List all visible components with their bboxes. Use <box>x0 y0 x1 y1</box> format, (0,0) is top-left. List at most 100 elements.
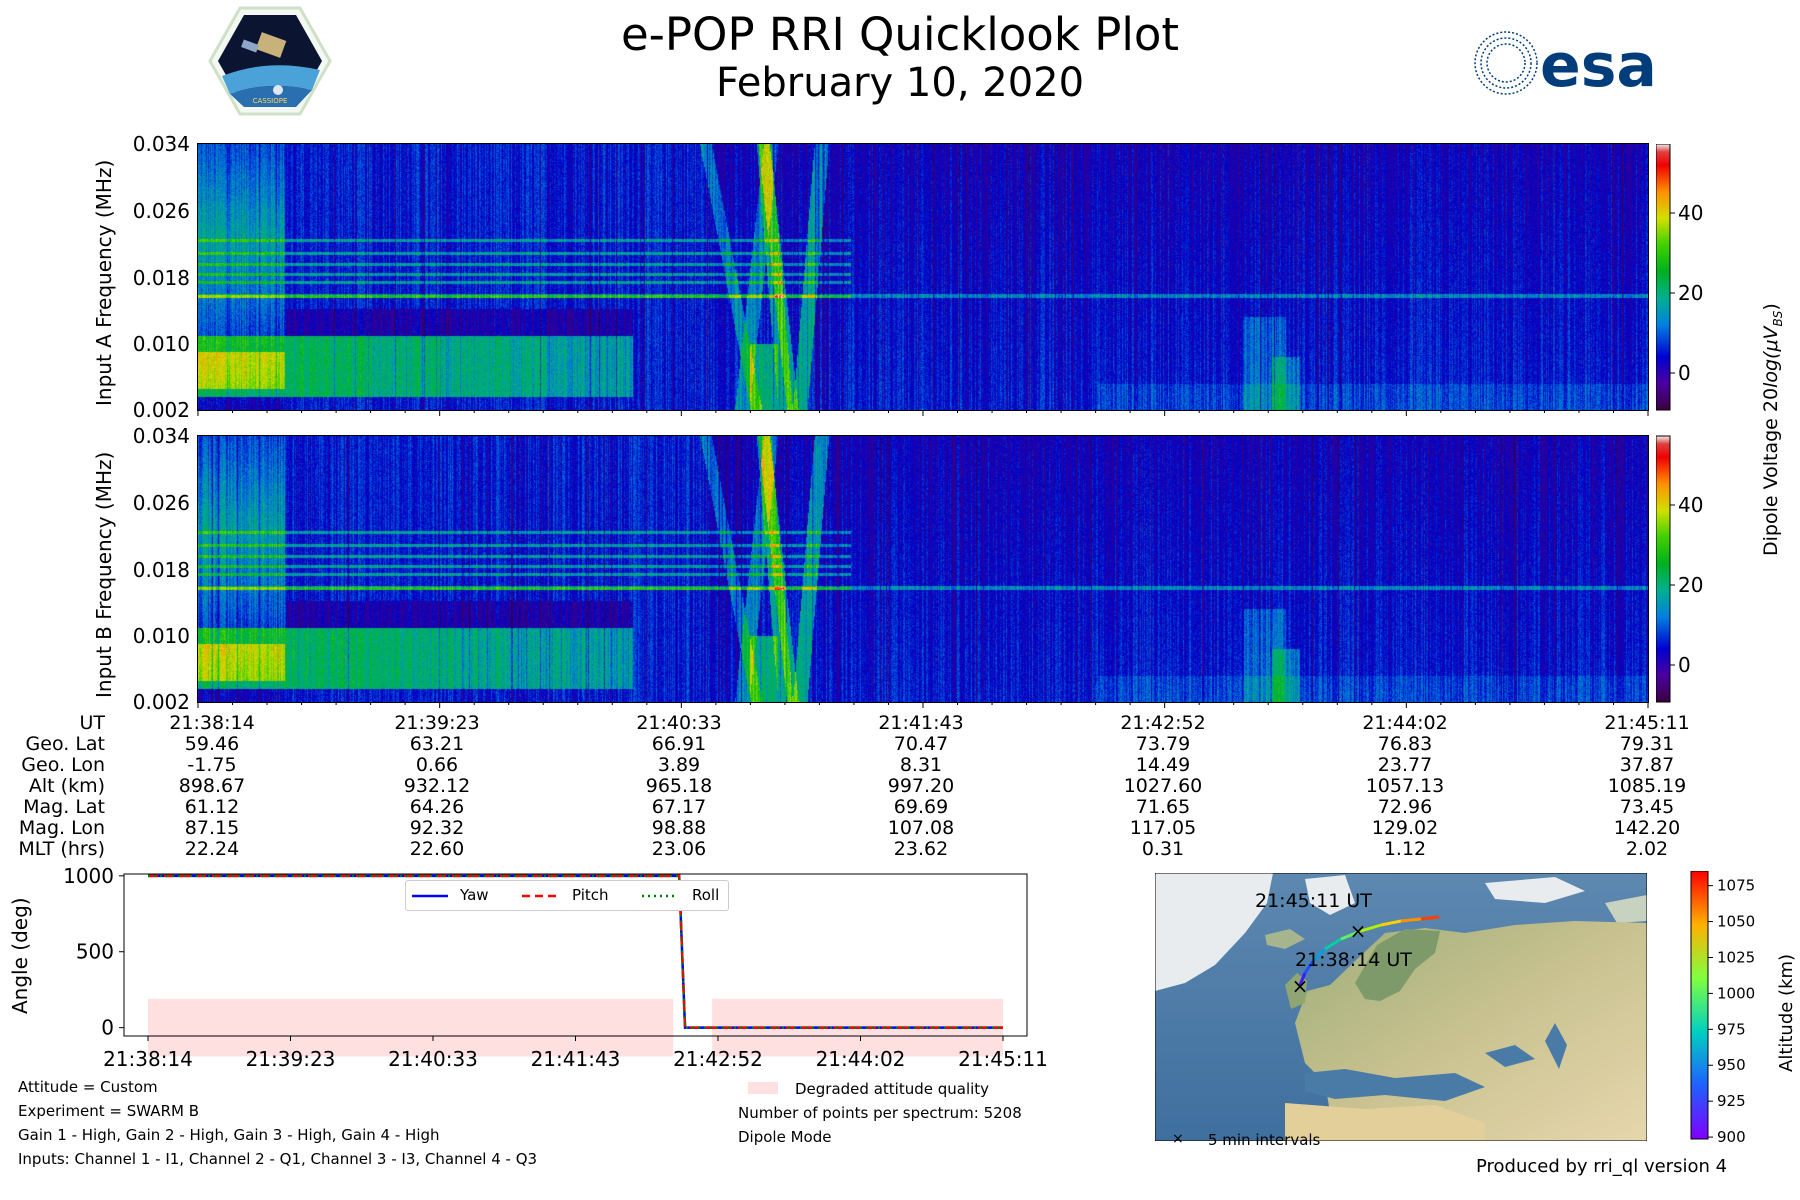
degraded-legend-label: Degraded attitude quality <box>795 1080 990 1098</box>
spec-b-ytick: 0.026 <box>132 491 190 515</box>
ephemeris-cell: 71.65 <box>1135 796 1191 818</box>
ephemeris-cell: 898.67 <box>178 775 246 797</box>
ephemeris-cell: 142.20 <box>1613 817 1681 839</box>
attitude-xtick: 21:39:23 <box>246 1047 336 1071</box>
ephemeris-cell: 21:41:43 <box>878 712 964 734</box>
ephemeris-row-name: Geo. Lon <box>21 754 105 776</box>
degraded-span <box>148 998 674 1057</box>
note-inputs: Inputs: Channel 1 - I1, Channel 2 - Q1, … <box>18 1150 538 1168</box>
plot-title: e-POP RRI Quicklook Plot <box>620 8 1180 61</box>
ephemeris-cell: 1057.13 <box>1365 775 1445 797</box>
spec-a-ytick: 0.010 <box>132 332 190 356</box>
legend-roll: Roll <box>692 886 720 904</box>
altitude-colorbar-tick: 950 <box>1717 1056 1746 1074</box>
attitude-ytick: 500 <box>76 940 114 964</box>
ephemeris-row-name: Geo. Lat <box>25 733 105 755</box>
ephemeris-cell: 63.21 <box>409 733 465 755</box>
track-start-label: 21:38:14 UT <box>1295 949 1412 971</box>
ephemeris-cell: 14.49 <box>1135 754 1191 776</box>
ephemeris-cell: 98.88 <box>651 817 707 839</box>
ephemeris-cell: 0.31 <box>1141 838 1185 860</box>
colorbar-tick: 0 <box>1678 361 1691 385</box>
ephemeris-cell: 965.18 <box>645 775 713 797</box>
altitude-colorbar-tick: 900 <box>1717 1128 1746 1143</box>
altitude-colorbar: 1075 1050 1025 1000 975 950 925 900 <box>1690 871 1755 1143</box>
note-points: Number of points per spectrum: 5208 <box>738 1104 1022 1122</box>
ephemeris-cell: 1027.60 <box>1123 775 1203 797</box>
altitude-colorbar-tick: 1000 <box>1717 984 1755 1002</box>
orbit-track-segment <box>1360 923 1382 933</box>
altitude-colorbar-tick: 975 <box>1717 1020 1746 1038</box>
altitude-colorbar-label: Altitude (km) <box>1776 953 1797 1072</box>
spectrogram-a-ylabel: Input A Frequency (MHz) <box>92 159 116 406</box>
esa-logo: esa <box>1474 31 1657 100</box>
colorbar-tick: 40 <box>1678 201 1703 225</box>
altitude-colorbar-tick: 925 <box>1717 1092 1746 1110</box>
orbit-track-segment <box>1380 919 1402 927</box>
ephemeris-cell: 23.06 <box>651 838 707 860</box>
ephemeris-cell: 37.87 <box>1619 754 1675 776</box>
ephemeris-row: Geo. Lon -1.75 0.66 3.89 8.31 14.49 23.77 37.87 <box>0 754 1800 776</box>
ephemeris-cell: 76.83 <box>1377 733 1433 755</box>
track-end-label: 21:45:11 UT <box>1255 890 1372 912</box>
ephemeris-row-name: Mag. Lat <box>23 796 105 818</box>
ephemeris-cell: 66.91 <box>651 733 707 755</box>
spec-a-ytick: 0.002 <box>132 398 190 422</box>
orbit-track-segment <box>1298 972 1307 986</box>
ephemeris-cell: 64.26 <box>409 796 465 818</box>
spec-b-ytick: 0.018 <box>132 558 190 582</box>
ephemeris-cell: 69.69 <box>893 796 949 818</box>
note-experiment: Experiment = SWARM B <box>18 1102 199 1120</box>
ephemeris-cell: 997.20 <box>887 775 955 797</box>
ephemeris-row: UT 21:38:14 21:39:23 21:40:33 21:41:43 21:42:… <box>0 712 1800 734</box>
ephemeris-cell: 21:39:23 <box>394 712 480 734</box>
colorbar-tick: 0 <box>1678 653 1691 677</box>
x-marker-icon: × <box>1172 1131 1184 1147</box>
orbit-track-segment <box>1420 915 1440 921</box>
note-gains: Gain 1 - High, Gain 2 - High, Gain 3 - H… <box>18 1126 440 1144</box>
ephemeris-row-name: UT <box>79 712 105 734</box>
colorbar-tick: 40 <box>1678 493 1703 517</box>
spectrogram-b-ylabel: Input B Frequency (MHz) <box>92 451 116 698</box>
ephemeris-cell: 21:40:33 <box>636 712 722 734</box>
orbit-track-segment <box>1400 917 1422 923</box>
legend-yaw: Yaw <box>460 886 489 904</box>
attitude-ylabel: Angle (deg) <box>8 897 32 1014</box>
attitude-xtick: 21:41:43 <box>531 1047 621 1071</box>
spectrogram-colorbars: 40 20 0 40 20 0 <box>1656 144 1703 703</box>
spectrogram-a <box>197 143 1649 411</box>
orbit-track-segment <box>1311 947 1327 963</box>
spec-b-ytick: 0.002 <box>132 690 190 714</box>
ephemeris-cell: 117.05 <box>1129 817 1197 839</box>
note-mode: Dipole Mode <box>738 1128 832 1146</box>
ephemeris-cell: 8.31 <box>899 754 943 776</box>
spec-a-ytick: 0.034 <box>132 132 190 156</box>
cassiope-logo: CASSIOPE <box>208 6 332 116</box>
ephemeris-row: Mag. Lon 87.15 92.32 98.88 107.08 117.05 129.0… <box>0 817 1800 839</box>
ephemeris-cell: 3.89 <box>657 754 701 776</box>
ephemeris-cell: 21:42:52 <box>1120 712 1206 734</box>
ephemeris-row-name: Alt (km) <box>28 775 105 797</box>
degraded-legend-swatch <box>748 1082 778 1094</box>
ephemeris-cell: 67.17 <box>651 796 707 818</box>
ephemeris-cell: 87.15 <box>184 817 240 839</box>
attitude-legend: Yaw Pitch Roll <box>405 880 729 911</box>
spectrogram-b <box>197 435 1649 703</box>
ephemeris-cell: 22.24 <box>184 838 240 860</box>
spec-b-ytick: 0.034 <box>132 424 190 448</box>
spec-a-ytick: 0.026 <box>132 199 190 223</box>
attitude-ytick: 1000 <box>63 864 114 888</box>
attitude-series-roll <box>148 874 1003 1029</box>
attitude-ytick: 0 <box>101 1016 114 1040</box>
orbit-track-segment <box>1340 929 1362 941</box>
ephemeris-cell: 73.79 <box>1135 733 1191 755</box>
orbit-track-segment <box>1303 960 1315 974</box>
ephemeris-cell: 932.12 <box>403 775 471 797</box>
attitude-xtick: 21:42:52 <box>673 1047 763 1071</box>
ephemeris-cell: 23.77 <box>1377 754 1433 776</box>
esa-logo-text: esa <box>1540 31 1657 100</box>
ephemeris-cell: 21:45:11 <box>1604 712 1690 734</box>
ephemeris-cell: 73.45 <box>1619 796 1675 818</box>
ephemeris-row: Alt (km) 898.67 932.12 965.18 997.20 1027.60 1… <box>0 775 1800 797</box>
interval-marker: × <box>1292 974 1309 998</box>
